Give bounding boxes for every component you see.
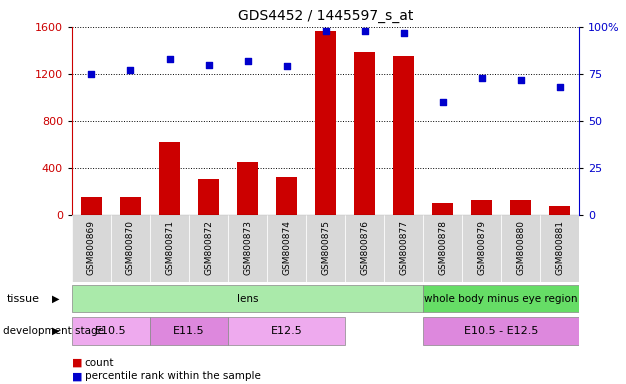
- Text: GSM800877: GSM800877: [399, 220, 408, 275]
- Bar: [345, 215, 384, 282]
- Bar: [228, 215, 267, 282]
- Point: [359, 28, 369, 34]
- Bar: [549, 206, 570, 215]
- Bar: [510, 200, 531, 215]
- Text: E12.5: E12.5: [270, 326, 302, 336]
- Bar: [150, 215, 189, 282]
- Text: E10.5 - E12.5: E10.5 - E12.5: [464, 326, 538, 336]
- Bar: [189, 215, 228, 282]
- Bar: [423, 285, 579, 313]
- Point: [203, 61, 213, 68]
- Text: count: count: [85, 358, 114, 368]
- Point: [282, 63, 292, 70]
- Text: GSM800878: GSM800878: [438, 220, 447, 275]
- Text: GSM800879: GSM800879: [477, 220, 486, 275]
- Bar: [276, 177, 297, 215]
- Bar: [150, 317, 228, 345]
- Text: ▶: ▶: [52, 326, 59, 336]
- Text: development stage: development stage: [3, 326, 104, 336]
- Bar: [111, 215, 150, 282]
- Text: ■: ■: [72, 371, 83, 381]
- Bar: [198, 179, 219, 215]
- Text: GSM800876: GSM800876: [360, 220, 369, 275]
- Text: GSM800874: GSM800874: [282, 220, 291, 275]
- Bar: [159, 142, 180, 215]
- Bar: [228, 317, 345, 345]
- Bar: [354, 51, 375, 215]
- Bar: [72, 285, 423, 313]
- Text: whole body minus eye region: whole body minus eye region: [424, 293, 578, 304]
- Text: GSM800873: GSM800873: [243, 220, 252, 275]
- Text: ■: ■: [72, 358, 83, 368]
- Bar: [540, 215, 579, 282]
- Text: ▶: ▶: [52, 293, 59, 304]
- Text: GSM800870: GSM800870: [126, 220, 135, 275]
- Point: [476, 74, 486, 81]
- Bar: [237, 162, 259, 215]
- Text: percentile rank within the sample: percentile rank within the sample: [85, 371, 260, 381]
- Point: [555, 84, 565, 90]
- Text: GSM800869: GSM800869: [87, 220, 96, 275]
- Bar: [423, 317, 579, 345]
- Point: [438, 99, 448, 105]
- Bar: [72, 317, 150, 345]
- Text: tissue: tissue: [6, 293, 39, 304]
- Bar: [393, 56, 414, 215]
- Bar: [501, 215, 540, 282]
- Point: [242, 58, 252, 64]
- Point: [399, 30, 409, 36]
- Bar: [120, 197, 141, 215]
- Point: [165, 56, 175, 62]
- Bar: [315, 31, 336, 215]
- Text: GSM800871: GSM800871: [165, 220, 174, 275]
- Bar: [471, 200, 492, 215]
- Point: [516, 76, 526, 83]
- Bar: [384, 215, 423, 282]
- Text: GSM800872: GSM800872: [204, 220, 213, 275]
- Text: GSM800880: GSM800880: [516, 220, 525, 275]
- Text: lens: lens: [237, 293, 259, 304]
- Point: [321, 28, 331, 34]
- Text: E10.5: E10.5: [95, 326, 127, 336]
- Bar: [267, 215, 306, 282]
- Point: [125, 67, 135, 73]
- Bar: [72, 215, 111, 282]
- Text: GSM800881: GSM800881: [555, 220, 564, 275]
- Bar: [432, 203, 453, 215]
- Bar: [462, 215, 501, 282]
- Bar: [306, 215, 345, 282]
- Bar: [81, 197, 102, 215]
- Text: GSM800875: GSM800875: [321, 220, 330, 275]
- Text: E11.5: E11.5: [173, 326, 205, 336]
- Point: [86, 71, 96, 77]
- Title: GDS4452 / 1445597_s_at: GDS4452 / 1445597_s_at: [238, 9, 413, 23]
- Bar: [423, 215, 462, 282]
